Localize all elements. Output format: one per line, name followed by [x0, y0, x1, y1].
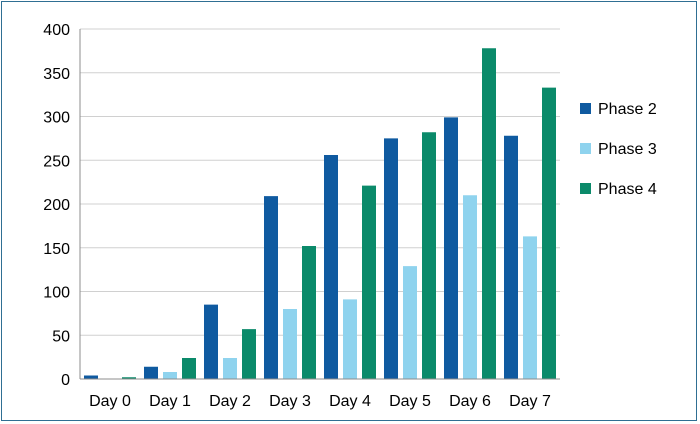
legend-label: Phase 3 — [598, 141, 657, 158]
x-tick-label: Day 0 — [89, 393, 131, 410]
y-tick-label: 300 — [43, 110, 70, 127]
bar-phase-3 — [403, 266, 417, 379]
legend-label: Phase 2 — [598, 101, 657, 118]
x-tick-label: Day 1 — [149, 393, 191, 410]
bar-phase-4 — [302, 246, 316, 379]
y-tick-label: 350 — [43, 66, 70, 83]
y-tick-label: 0 — [61, 372, 70, 389]
bar-phase-4 — [242, 329, 256, 379]
bar-phase-3 — [163, 372, 177, 379]
bar-phase-2 — [504, 135, 518, 379]
bar-phase-3 — [283, 309, 297, 379]
x-tick-label: Day 2 — [209, 393, 251, 410]
legend-label: Phase 4 — [598, 181, 657, 198]
x-tick-label: Day 7 — [509, 393, 551, 410]
y-tick-label: 100 — [43, 285, 70, 302]
axes — [79, 29, 560, 380]
bar-phase-4 — [482, 48, 496, 379]
y-tick-label: 250 — [43, 153, 70, 170]
y-tick-label: 200 — [43, 197, 70, 214]
x-tick-label: Day 5 — [389, 393, 431, 410]
x-tick-label: Day 3 — [269, 393, 311, 410]
x-tick-label: Day 4 — [329, 393, 371, 410]
y-tick-label: 50 — [52, 328, 70, 345]
legend-swatch — [580, 103, 591, 114]
x-tick-label: Day 6 — [449, 393, 491, 410]
bar-phase-2 — [84, 375, 98, 379]
bar-phase-3 — [223, 358, 237, 379]
legend-swatch — [580, 183, 591, 194]
bar-phase-3 — [463, 195, 477, 379]
bar-phase-4 — [122, 377, 136, 379]
bar-phase-2 — [444, 117, 458, 379]
bar-phase-2 — [144, 366, 158, 379]
bar-phase-4 — [542, 87, 556, 379]
bar-phase-2 — [264, 196, 278, 379]
legend-swatch — [580, 143, 591, 154]
y-tick-labels: 0 50 100 150 200 250 300 350 400 — [43, 22, 70, 389]
bar-phase-4 — [422, 132, 436, 379]
bar-phase-3 — [343, 299, 357, 379]
y-tick-label: 150 — [43, 241, 70, 258]
y-tick-label: 400 — [43, 22, 70, 39]
bar-phase-3 — [523, 236, 537, 379]
bar-phase-2 — [384, 138, 398, 379]
bars — [84, 48, 556, 379]
bar-phase-4 — [182, 358, 196, 379]
bar-phase-2 — [204, 304, 218, 379]
bar-phase-2 — [324, 155, 338, 379]
gridlines — [80, 28, 560, 336]
bar-phase-4 — [362, 185, 376, 379]
x-tick-labels: Day 0 Day 1 Day 2 Day 3 Day 4 Day 5 Day 6 Day 7 — [89, 393, 551, 410]
legend: Phase 2 Phase 3 Phase 4 — [580, 101, 657, 198]
